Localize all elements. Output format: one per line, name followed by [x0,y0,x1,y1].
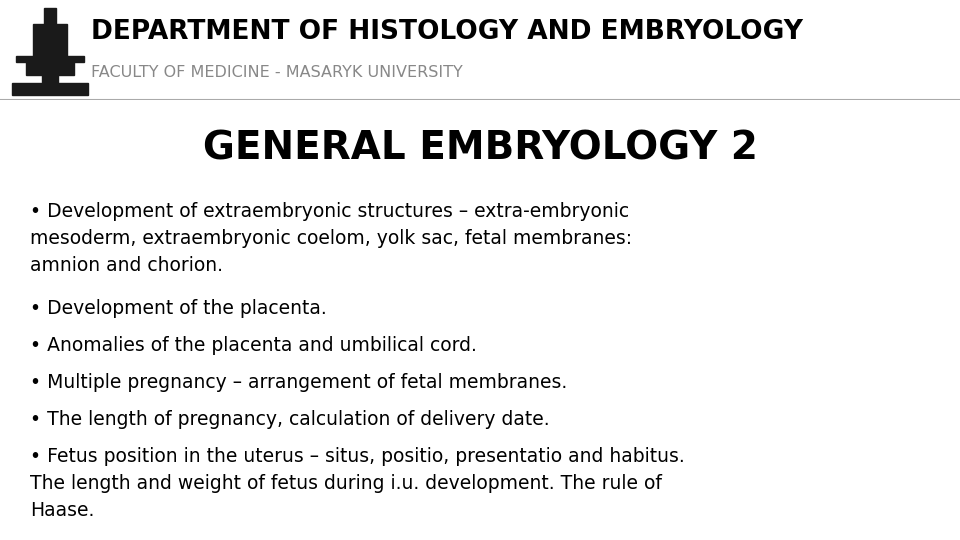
Bar [44,8,56,28]
Text: • Development of the placenta.: • Development of the placenta. [30,299,326,318]
Bar [42,73,58,85]
Text: • Fetus position in the uterus – situs, positio, presentatio and habitus.
The le: • Fetus position in the uterus – situs, … [30,447,684,521]
Text: FACULTY OF MEDICINE - MASARYK UNIVERSITY: FACULTY OF MEDICINE - MASARYK UNIVERSITY [91,65,463,80]
Bar [12,83,88,95]
Bar [26,60,74,75]
Text: DEPARTMENT OF HISTOLOGY AND EMBRYOLOGY: DEPARTMENT OF HISTOLOGY AND EMBRYOLOGY [91,19,804,45]
Bar [16,56,84,62]
Text: GENERAL EMBRYOLOGY 2: GENERAL EMBRYOLOGY 2 [203,130,757,168]
Text: • Multiple pregnancy – arrangement of fetal membranes.: • Multiple pregnancy – arrangement of fe… [30,373,567,392]
Bar [33,24,67,62]
Text: • Anomalies of the placenta and umbilical cord.: • Anomalies of the placenta and umbilica… [30,336,477,355]
Text: • Development of extraembryonic structures – extra-embryonic
mesoderm, extraembr: • Development of extraembryonic structur… [30,202,632,275]
Text: • The length of pregnancy, calculation of delivery date.: • The length of pregnancy, calculation o… [30,410,550,429]
Text: ⚗: ⚗ [23,49,25,51]
